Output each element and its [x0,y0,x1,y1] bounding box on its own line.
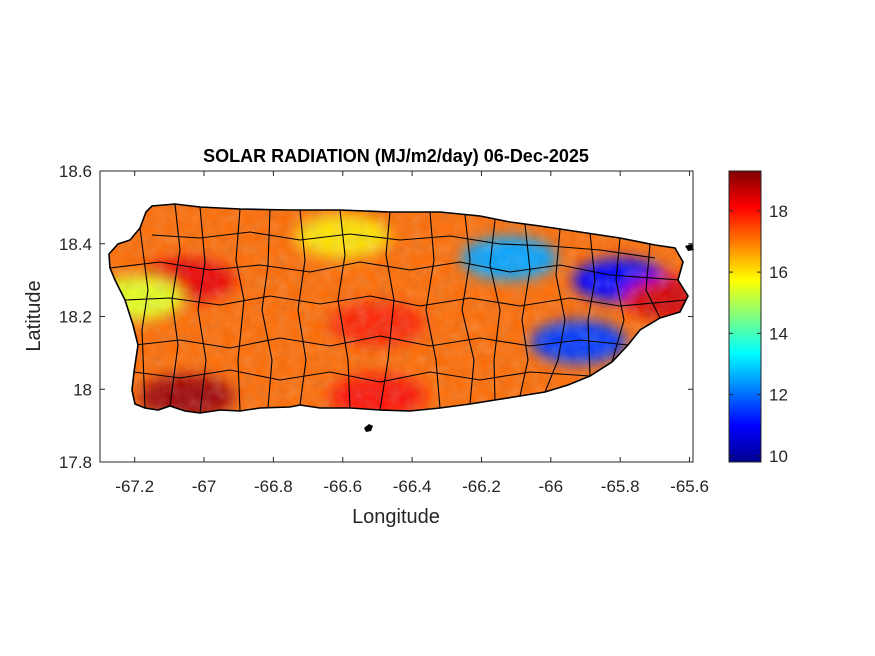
y-axis: 17.8 18 18.2 18.4 18.6 [59,162,693,472]
chart-title: SOLAR RADIATION (MJ/m2/day) 06-Dec-2025 [203,146,589,166]
y-tick-label: 18.2 [59,308,92,327]
x-tick-label: -65.8 [601,477,640,496]
x-tick-label: -66.6 [323,477,362,496]
colorbar-tick-label: 16 [769,263,788,282]
map-plot: -67.2 -67 -66.8 -66.6 -66.4 -66.2 -66 -65.8 -65.… [59,162,709,496]
x-tick-label: -67.2 [115,477,154,496]
y-tick-label: 18.4 [59,235,92,254]
colorbar-tick-label: 18 [769,202,788,221]
colorbar: 10 12 14 16 18 [728,170,788,466]
colorbar-ticks: 10 12 14 16 18 [729,202,788,466]
y-tick-label: 17.8 [59,453,92,472]
island-caja-de-muertos [364,424,373,432]
x-axis-label: Longitude [352,506,440,528]
y-tick-label: 18.6 [59,162,92,181]
municipality-boundaries [109,204,687,413]
x-tick-label: -66.4 [393,477,432,496]
x-axis: -67.2 -67 -66.8 -66.6 -66.4 -66.2 -66 -65.8 -65.… [115,171,709,496]
colorbar-tick-label: 12 [769,386,788,405]
y-tick-label: 18 [73,380,92,399]
colorbar-tick-label: 14 [769,324,788,343]
colorbar-gradient [728,170,762,463]
x-tick-label: -67 [192,477,217,496]
x-tick-label: -65.6 [670,477,709,496]
y-axis-label: Latitude [23,280,45,351]
colorbar-tick-label: 10 [769,447,788,466]
x-tick-label: -66.8 [254,477,293,496]
island-vieques-tip [685,244,694,251]
x-tick-label: -66 [539,477,564,496]
x-tick-label: -66.2 [462,477,501,496]
